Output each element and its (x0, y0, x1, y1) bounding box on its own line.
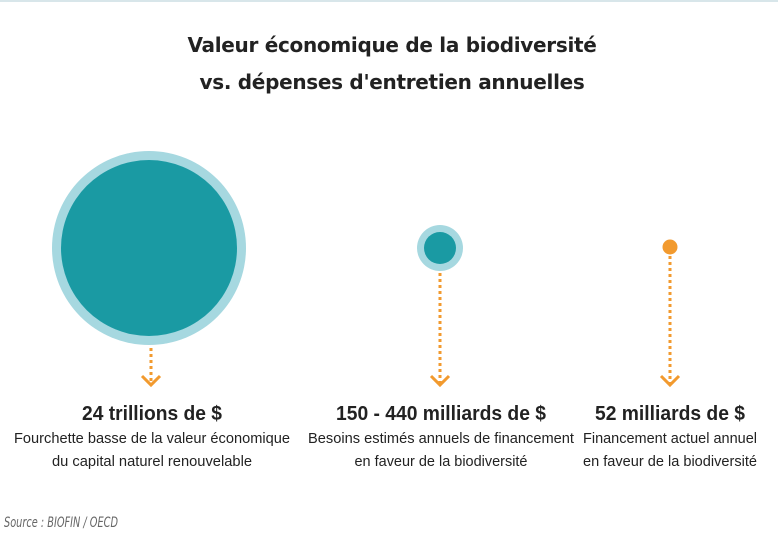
arrow-down-icon (429, 273, 451, 388)
description-line-1: Fourchette basse de la valeur économique (14, 431, 290, 447)
arrow-down-icon (140, 348, 162, 388)
description-line-2: en faveur de la biodiversité (583, 454, 757, 470)
label-current-funding: 52 milliards de $ Financement actuel ann… (583, 403, 757, 470)
description-line-1: Besoins estimés annuels de financement (308, 431, 574, 447)
bubble-inner (424, 232, 456, 264)
source-note: Source : BIOFIN / OECD (4, 515, 118, 531)
description-line-2: du capital naturel renouvelable (52, 454, 252, 470)
description-line-2: en faveur de la biodiversité (355, 454, 528, 470)
arrow-down-icon (659, 256, 681, 388)
label-natural-capital: 24 trillions de $ Fourchette basse de la… (14, 403, 290, 470)
top-border (0, 0, 778, 2)
title-line-1: Valeur économique de la biodiversité (187, 33, 596, 57)
dot-current-funding (662, 239, 678, 255)
title-line-2: vs. dépenses d'entretien annuelles (199, 70, 584, 94)
value-label: 52 milliards de $ (595, 403, 745, 425)
bubble-natural-capital (52, 151, 246, 345)
value-label: 150 - 440 milliards de $ (336, 403, 546, 425)
value-label: 24 trillions de $ (82, 403, 222, 425)
bubble-inner (61, 160, 237, 336)
description-line-1: Financement actuel annuel (583, 431, 757, 447)
bubble-funding-needs (417, 225, 463, 271)
label-funding-needs: 150 - 440 milliards de $ Besoins estimés… (308, 403, 574, 470)
